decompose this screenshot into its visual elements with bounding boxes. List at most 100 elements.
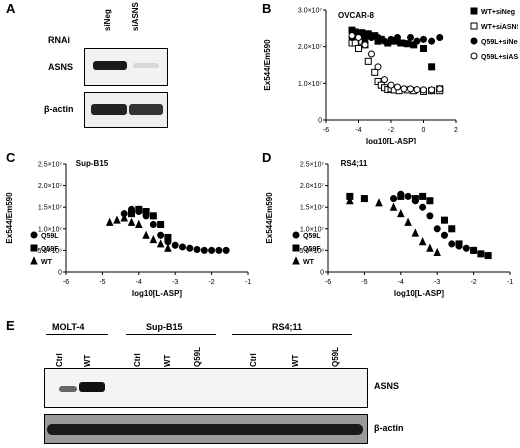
data-point xyxy=(142,208,150,216)
panel-letter-c: C xyxy=(6,150,16,165)
group-label-rs411: RS4;11 xyxy=(272,322,303,332)
asns-band-siasns xyxy=(133,63,159,68)
row-label-e-actin: β-actin xyxy=(374,423,404,433)
y-tick-label: 5.0×10⁶ xyxy=(300,248,325,255)
x-tick-label: -2 xyxy=(208,279,214,286)
asns-band-sineg xyxy=(93,61,127,70)
legend-marker xyxy=(292,244,300,252)
data-point xyxy=(135,205,143,213)
data-point xyxy=(428,86,436,94)
data-point xyxy=(390,195,398,203)
legend-entry: Q59F xyxy=(41,246,59,253)
data-point xyxy=(419,192,427,200)
lane-label-supb15-wt: WT xyxy=(163,354,172,367)
lane-label-supb15-ctrl: Ctrl xyxy=(133,353,142,367)
data-point xyxy=(361,41,369,49)
data-point xyxy=(436,34,444,41)
data-point xyxy=(171,241,179,249)
blot-e-asns-strip xyxy=(44,368,368,408)
data-point xyxy=(404,217,412,226)
y-axis-label: Ex544/Em590 xyxy=(5,192,14,244)
y-tick-label: 3.0×10⁷ xyxy=(298,8,323,15)
y-tick-label: 0 xyxy=(320,270,324,277)
legend-marker xyxy=(30,244,38,252)
lane-label-sineg: siNeg xyxy=(103,9,112,31)
data-point xyxy=(462,244,470,252)
data-point xyxy=(113,215,121,224)
data-point xyxy=(407,85,414,93)
legend-entry: WT+siNeg xyxy=(481,9,515,16)
chart-title: OVCAR-8 xyxy=(338,11,375,20)
data-point xyxy=(448,240,456,248)
legend-marker xyxy=(470,52,478,60)
legend-entry: Q59L xyxy=(41,233,59,240)
data-point xyxy=(426,212,434,220)
group-line-supb15 xyxy=(126,334,216,335)
x-tick-label: 2 xyxy=(454,127,458,134)
data-point xyxy=(368,34,375,41)
actin-band-sineg xyxy=(91,104,127,115)
legend-entry: Q59L xyxy=(303,233,321,240)
y-tick-label: 2.0×10⁷ xyxy=(300,183,325,190)
data-point xyxy=(404,192,412,200)
data-point xyxy=(374,63,382,71)
x-tick-label: -5 xyxy=(99,279,105,286)
group-line-rs411 xyxy=(232,334,352,335)
legend-marker xyxy=(292,256,300,265)
data-point xyxy=(448,225,456,233)
row-label-actin: β-actin xyxy=(44,104,74,114)
x-tick-label: -6 xyxy=(323,127,329,134)
data-point xyxy=(455,240,463,248)
y-tick-label: 2.5×10⁷ xyxy=(300,162,325,169)
x-axis-label: log10[L-ASP] xyxy=(132,289,183,298)
panel-letter-d: D xyxy=(262,150,272,165)
blot-a-actin-strip xyxy=(84,92,168,128)
y-tick-label: 0 xyxy=(318,118,322,125)
actin-band-siasns xyxy=(129,104,163,115)
data-point xyxy=(346,196,354,205)
y-tick-label: 1.0×10⁷ xyxy=(38,226,63,233)
lane-label-molt4-ctrl: Ctrl xyxy=(55,353,64,367)
legend-entry: WT xyxy=(41,259,53,266)
data-point xyxy=(149,220,157,228)
data-point xyxy=(387,81,395,89)
chart-d: -6 -5 -4 -3 -2 -1 0 5.0×10⁶ 1.0×10⁷ 1.5×10⁷ 2.0×10… xyxy=(265,159,513,298)
data-point xyxy=(397,208,405,218)
data-point xyxy=(178,243,186,251)
asns-band-molt4-ctrl xyxy=(59,386,77,392)
legend-marker xyxy=(30,256,38,265)
chart-title: RS4;11 xyxy=(341,159,368,168)
series-1 xyxy=(128,205,172,241)
data-point xyxy=(418,237,427,246)
data-point xyxy=(428,63,436,71)
x-tick-label: -2 xyxy=(470,279,476,286)
data-point xyxy=(433,247,441,257)
blot-e-actin-strip xyxy=(44,414,368,444)
lane-label-supb15-q59l: Q59L xyxy=(193,346,202,367)
series-1 xyxy=(346,192,492,260)
asns-band-molt4-wt xyxy=(79,382,105,392)
data-point xyxy=(186,244,194,252)
panel-letter-e: E xyxy=(6,318,15,333)
legend-entry: WT+siASNS xyxy=(481,24,518,31)
data-point xyxy=(400,39,408,47)
actin-bands-e xyxy=(47,424,363,435)
data-point xyxy=(208,246,216,254)
legend-entry: WT xyxy=(303,259,315,266)
y-axis-label: Ex544/Em590 xyxy=(263,39,272,91)
series-0 xyxy=(120,205,230,254)
data-point xyxy=(420,45,427,52)
data-point xyxy=(222,246,230,254)
y-tick-label: 1.5×10⁷ xyxy=(300,205,325,212)
data-point xyxy=(413,86,421,94)
data-point xyxy=(120,213,129,222)
legend-marker xyxy=(470,22,478,30)
data-point xyxy=(215,246,223,254)
data-point xyxy=(364,57,372,65)
data-point xyxy=(156,239,165,248)
data-point xyxy=(394,34,401,41)
panel-letter-a: A xyxy=(6,1,16,16)
y-tick-label: 2.5×10⁷ xyxy=(38,162,63,169)
y-tick-label: 5.0×10⁶ xyxy=(38,248,63,255)
legend-marker xyxy=(292,231,300,239)
